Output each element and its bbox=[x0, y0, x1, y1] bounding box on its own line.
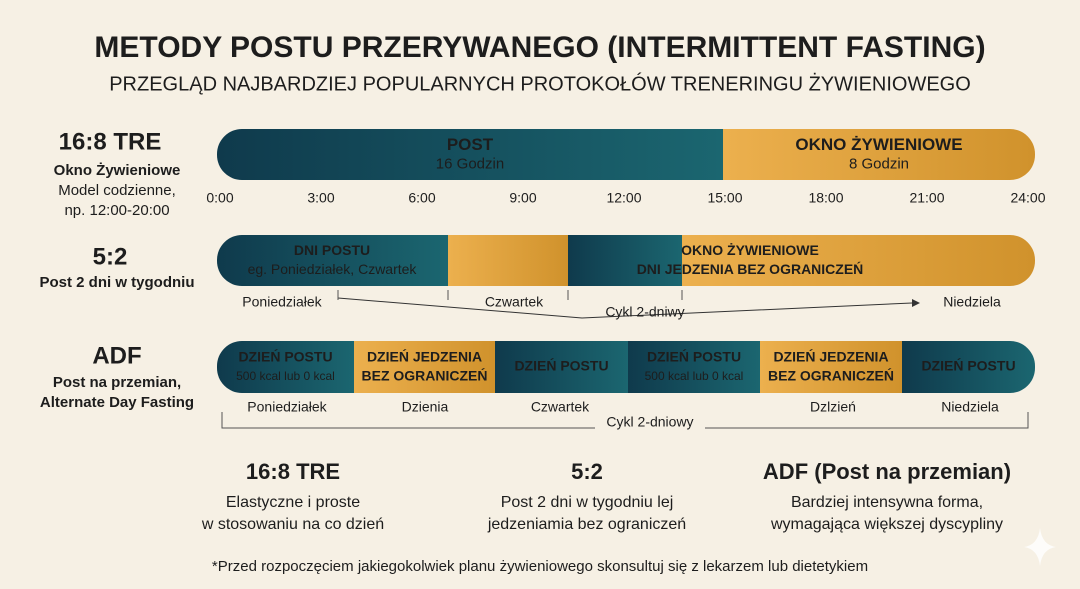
cycle-arrow bbox=[337, 297, 913, 319]
bar-segment bbox=[902, 341, 1035, 393]
method-name: 5:2 bbox=[93, 243, 128, 270]
segment-label: POST bbox=[447, 135, 494, 154]
summary-text: w stosowaniu na co dzień bbox=[201, 516, 384, 533]
bar-segment bbox=[217, 235, 448, 286]
segment-label: BEZ OGRANICZEŃ bbox=[768, 368, 894, 384]
segment-label: DZIEŃ POSTU bbox=[514, 358, 608, 374]
bar-segment bbox=[682, 235, 1035, 286]
time-label: 0:00 bbox=[206, 190, 233, 206]
method-description: Model codzienne, bbox=[58, 182, 176, 199]
time-label: 15:00 bbox=[707, 190, 742, 206]
summary-title: 5:2 bbox=[571, 459, 603, 484]
sparkle-icon bbox=[1024, 528, 1056, 566]
segment-label: 16 Godzin bbox=[436, 155, 504, 172]
bar-segment bbox=[217, 129, 723, 180]
segment-label: DNI POSTU bbox=[294, 242, 370, 258]
subtitle: PRZEGLĄD NAJBARDZIEJ POPULARNYCH PROTOKO… bbox=[109, 72, 971, 95]
method-subtitle: Okno Żywieniowe bbox=[54, 162, 181, 179]
day-label: Dzlzień bbox=[810, 399, 856, 415]
bar-segment bbox=[448, 235, 568, 286]
time-label: 18:00 bbox=[808, 190, 843, 206]
method-description: np. 12:00-20:00 bbox=[64, 202, 169, 219]
segment-label: DZIEŃ POSTU bbox=[921, 358, 1015, 374]
cycle-label: Cykl 2-dniwy bbox=[605, 304, 684, 320]
summary-text: jedzeniamia bez ograniczeń bbox=[487, 516, 686, 533]
time-label: 3:00 bbox=[307, 190, 334, 206]
bar-segment bbox=[723, 129, 1035, 180]
summary-title: ADF (Post na przemian) bbox=[763, 459, 1011, 484]
bar-segment bbox=[495, 341, 628, 393]
cycle-label: Cykl 2-dniowy bbox=[606, 414, 693, 430]
method-subtitle: Post 2 dni w tygodniu bbox=[40, 274, 195, 291]
summary-text: Bardziej intensywna forma, bbox=[791, 494, 983, 511]
title: METODY POSTU PRZERYWANEGO (INTERMITTENT … bbox=[94, 31, 985, 64]
segment-label: DZIEŃ POSTU bbox=[238, 349, 332, 365]
bar-segment bbox=[354, 341, 495, 393]
segment-label: DZIEŃ JEDZENIA bbox=[773, 349, 888, 365]
summary-text: wymagająca większej dyscypliny bbox=[770, 516, 1003, 533]
time-label: 21:00 bbox=[909, 190, 944, 206]
time-label: 6:00 bbox=[408, 190, 435, 206]
bar-segment bbox=[217, 341, 354, 393]
segment-label: OKNO ŻYWIENIOWE bbox=[681, 242, 819, 258]
bar bbox=[217, 341, 1035, 393]
segment-label: DNI JEDZENIA BEZ OGRANICZEŃ bbox=[637, 261, 864, 277]
segment-label: 500 kcal lub 0 kcal bbox=[236, 369, 335, 383]
summary-title: 16:8 TRE bbox=[246, 459, 340, 484]
summary-text: Elastyczne i proste bbox=[226, 494, 360, 511]
day-label: Czwartek bbox=[485, 294, 544, 310]
bar-segment bbox=[760, 341, 902, 393]
segment-label: eg. Poniedziałek, Czwartek bbox=[248, 261, 418, 277]
segment-label: 500 kcal lub 0 kcal bbox=[645, 369, 744, 383]
bar bbox=[217, 129, 1035, 180]
segment-label: OKNO ŻYWIENIOWE bbox=[795, 135, 962, 154]
segment-label: BEZ OGRANICZEŃ bbox=[362, 368, 488, 384]
bar-segment bbox=[568, 235, 682, 286]
time-label: 12:00 bbox=[606, 190, 641, 206]
segment-label: DZIEŃ JEDZENIA bbox=[367, 349, 482, 365]
method-subtitle: Alternate Day Fasting bbox=[40, 394, 194, 411]
day-label: Dzienia bbox=[402, 399, 449, 415]
day-label: Niedziela bbox=[941, 399, 999, 415]
method-name: 16:8 TRE bbox=[59, 128, 162, 155]
day-label: Poniedziałek bbox=[242, 294, 322, 310]
bar-segment bbox=[628, 341, 760, 393]
summary-text: Post 2 dni w tygodniu lej bbox=[501, 494, 674, 511]
cycle-label-bg bbox=[595, 414, 705, 432]
day-label: Czwartek bbox=[531, 399, 590, 415]
time-label: 9:00 bbox=[509, 190, 536, 206]
segment-label: DZIEŃ POSTU bbox=[647, 349, 741, 365]
segment-label: 8 Godzin bbox=[849, 155, 909, 172]
method-subtitle: Post na przemian, bbox=[53, 374, 181, 391]
footnote: *Przed rozpoczęciem jakiegokolwiek planu… bbox=[212, 558, 868, 575]
arrow-head bbox=[912, 299, 920, 307]
method-name: ADF bbox=[92, 342, 141, 369]
day-label: Poniedziałek bbox=[247, 399, 327, 415]
time-label: 24:00 bbox=[1010, 190, 1045, 206]
bar bbox=[217, 235, 1035, 286]
day-label: Niedziela bbox=[943, 294, 1001, 310]
